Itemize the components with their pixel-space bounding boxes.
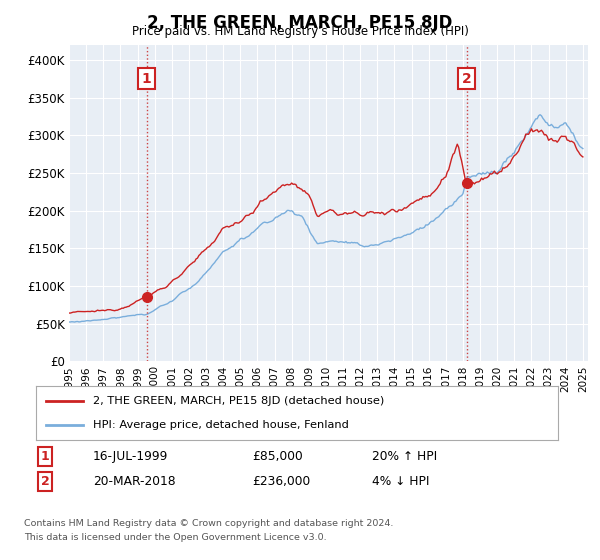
Text: 20-MAR-2018: 20-MAR-2018: [93, 475, 176, 488]
Text: 4% ↓ HPI: 4% ↓ HPI: [372, 475, 430, 488]
Text: 16-JUL-1999: 16-JUL-1999: [93, 450, 169, 463]
Text: HPI: Average price, detached house, Fenland: HPI: Average price, detached house, Fenl…: [94, 419, 349, 430]
Text: £236,000: £236,000: [252, 475, 310, 488]
Text: £85,000: £85,000: [252, 450, 303, 463]
Text: 2, THE GREEN, MARCH, PE15 8JD: 2, THE GREEN, MARCH, PE15 8JD: [148, 14, 452, 32]
Text: 2: 2: [461, 72, 472, 86]
Text: This data is licensed under the Open Government Licence v3.0.: This data is licensed under the Open Gov…: [24, 533, 326, 542]
Text: 2, THE GREEN, MARCH, PE15 8JD (detached house): 2, THE GREEN, MARCH, PE15 8JD (detached …: [94, 396, 385, 407]
Text: 20% ↑ HPI: 20% ↑ HPI: [372, 450, 437, 463]
Text: 1: 1: [41, 450, 49, 463]
Text: 2: 2: [41, 475, 49, 488]
Text: 1: 1: [142, 72, 152, 86]
Text: Contains HM Land Registry data © Crown copyright and database right 2024.: Contains HM Land Registry data © Crown c…: [24, 519, 394, 528]
Text: Price paid vs. HM Land Registry's House Price Index (HPI): Price paid vs. HM Land Registry's House …: [131, 25, 469, 38]
